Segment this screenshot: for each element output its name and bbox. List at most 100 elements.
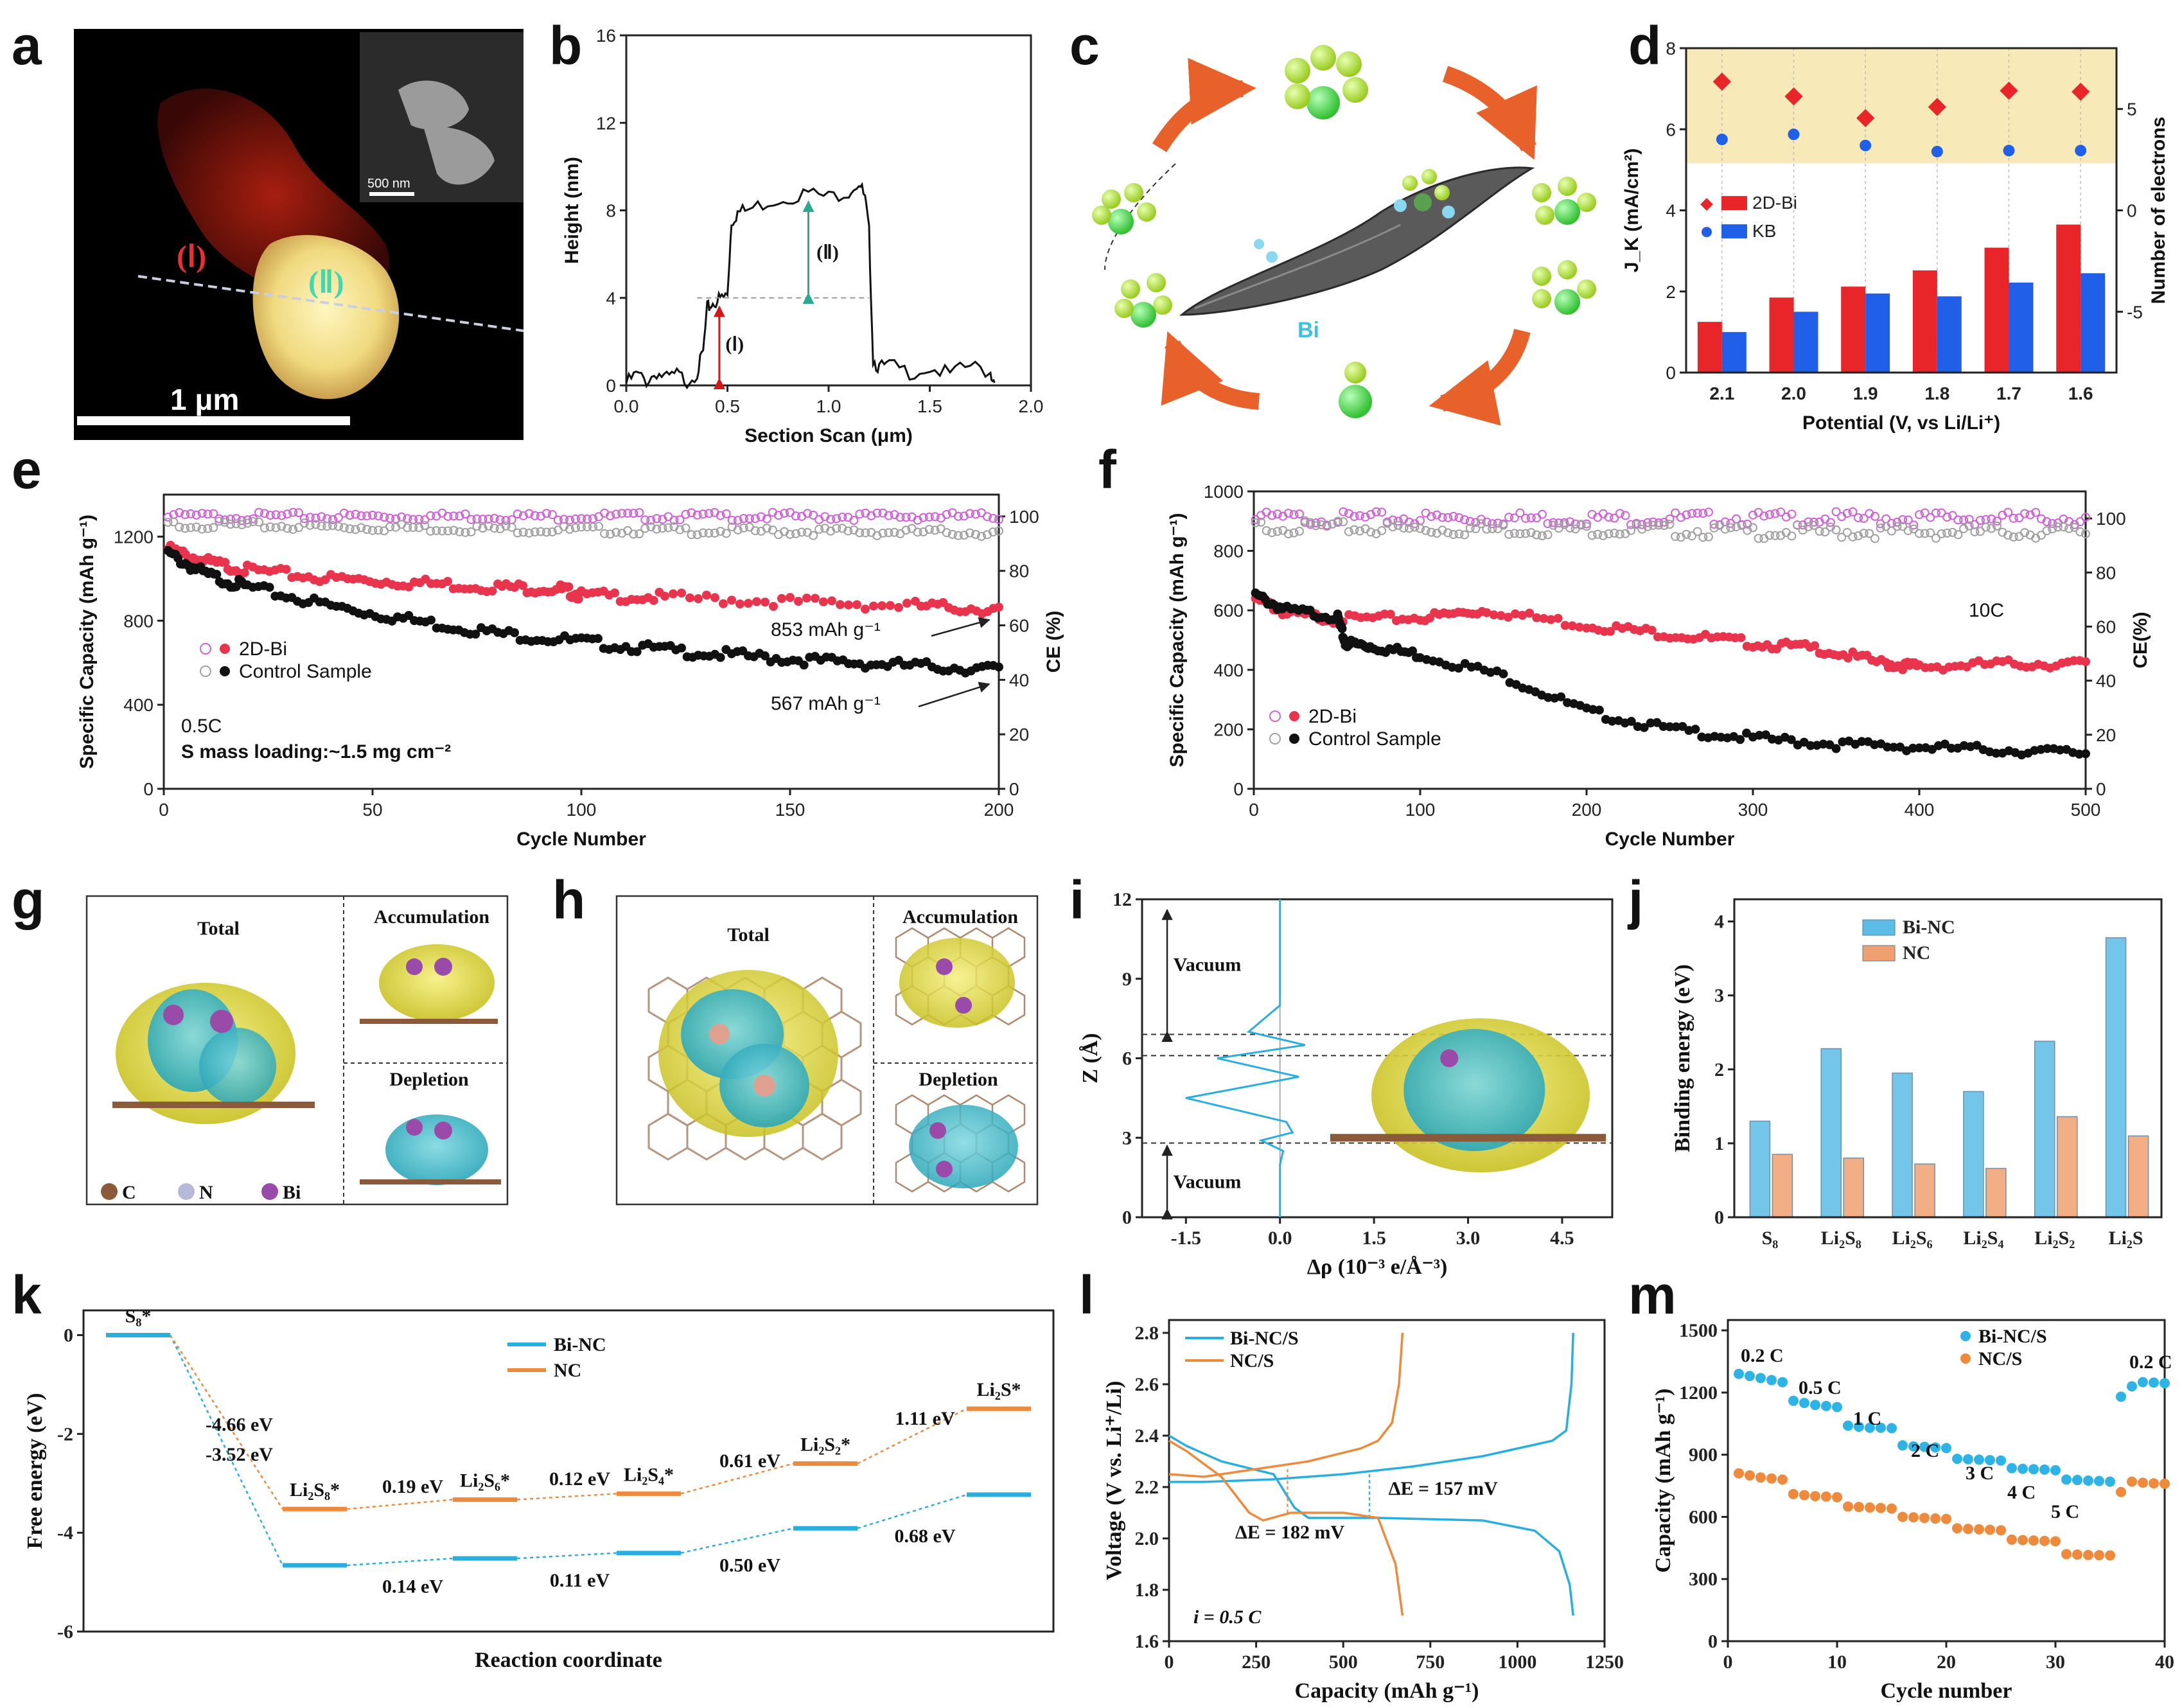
f-point-2d-bi <box>1574 622 1584 632</box>
f-point-control-sample-ce <box>1465 524 1475 533</box>
e-point-2d-bi-ce <box>930 512 940 522</box>
e-point-2d-bi-ce <box>652 514 662 524</box>
e-point-2d-bi-ce <box>449 511 459 521</box>
f-point-control-sample <box>1972 741 1982 750</box>
f-point-2d-bi-ce <box>1642 518 1652 527</box>
f-point-control-sample-ce <box>1865 529 1874 538</box>
e-point-2d-bi-ce <box>209 509 218 518</box>
k-connector-nc <box>857 1407 967 1465</box>
f-point-control-sample-ce <box>1393 520 1403 530</box>
j-bar-bi-nc <box>1749 1120 1771 1218</box>
f-point-control-sample-ce <box>1526 528 1536 538</box>
f-point-2d-bi-ce <box>2003 507 2013 517</box>
e-point-control-sample <box>510 628 519 638</box>
f-point-control-sample-ce <box>1443 528 1453 538</box>
f-point-control-sample-ce <box>1987 524 1996 533</box>
f-point-2d-bi-ce <box>1537 509 1547 519</box>
j-bar-nc <box>2127 1135 2149 1218</box>
e-point-control-sample-ce <box>175 522 184 532</box>
k-state-label: Li₂S₄* <box>624 1464 674 1485</box>
e-point-control-sample-ce <box>687 530 696 540</box>
i-ytick-label: 12 <box>1113 889 1132 910</box>
e-point-control-sample-ce <box>768 525 777 535</box>
j-xtick-label: Li₂S₈ <box>1821 1228 1861 1249</box>
m-point-bi-nc-s <box>2018 1463 2028 1474</box>
f-point-2d-bi-ce <box>1748 510 1757 520</box>
e-ylabel: Specific Capacity (mAh g⁻¹) <box>76 515 98 769</box>
e-point-2d-bi-ce <box>260 509 269 518</box>
e-point-control-sample-ce <box>675 525 685 534</box>
m-point-nc-s <box>1745 1470 1755 1481</box>
f-point-control-sample-ce <box>1709 523 1719 533</box>
e-point-control-sample-ce <box>646 522 656 532</box>
f-point-control-sample <box>1761 730 1770 739</box>
panel-a-afm-image: 500 nm (Ⅰ) (Ⅱ) 1 μm <box>74 29 524 440</box>
f-point-2d-bi-ce <box>1615 509 1624 518</box>
e-point-2d-bi-ce <box>426 511 436 520</box>
d-legend-kb: KB <box>1752 221 1776 241</box>
m-point-nc-s <box>1843 1501 1853 1512</box>
k-axes-frame <box>82 1309 1055 1633</box>
e-point-2d-bi-ce <box>773 511 783 520</box>
e-point-control-sample-ce <box>640 524 650 533</box>
f-point-2d-bi-ce <box>1687 509 1697 518</box>
f-point-control-sample-ce <box>1820 527 1830 537</box>
m-rate-label: 0.5 C <box>1799 1377 1842 1398</box>
l-curve-bi-nc-s-discharge <box>1168 1434 1574 1616</box>
f-point-control-sample-ce <box>1698 533 1708 542</box>
e-point-2d-bi-ce <box>265 511 275 520</box>
f-point-2d-bi-ce <box>1427 512 1436 522</box>
f-xtick-label: 300 <box>1738 800 1768 820</box>
e-point-control-sample-ce <box>930 525 940 535</box>
d-bar-kb <box>1721 331 1746 373</box>
e-legend-control-marker <box>220 666 230 676</box>
panel-label-a: a <box>12 15 42 76</box>
k-legend-bi-nc: Bi-NC <box>554 1334 606 1355</box>
e-point-2d-bi <box>735 599 744 609</box>
m-point-nc-s <box>1963 1524 1973 1535</box>
i-depletion-blob <box>1403 1029 1545 1151</box>
e-point-control-sample-ce <box>994 526 1003 536</box>
f-point-2d-bi-ce <box>1371 507 1381 516</box>
f-point-control-sample-ce <box>2036 531 2046 540</box>
m-point-bi-nc-s <box>1788 1395 1799 1406</box>
f-point-2d-bi-ce <box>1488 519 1497 529</box>
e-point-2d-bi-ce <box>163 513 173 522</box>
e-point-control-sample-ce <box>797 527 807 537</box>
f-point-2d-bi-ce <box>1509 513 1519 523</box>
e-point-control-sample-ce <box>791 529 801 538</box>
f-point-2d-bi-ce <box>1942 513 1952 522</box>
f-point-2d-bi-ce <box>1272 509 1282 519</box>
f-point-2d-bi-ce <box>1454 513 1464 522</box>
e-point-control-sample <box>761 651 770 661</box>
f-point-2d-bi-ce <box>1432 510 1441 520</box>
l-ytick-label: 2.6 <box>1135 1374 1159 1395</box>
d-y2tick-label: 5 <box>2127 100 2137 119</box>
m-xtick-label: 10 <box>1827 1651 1847 1673</box>
cycle-arrow-bottom-left <box>1161 331 1260 410</box>
e-point-2d-bi <box>802 594 811 603</box>
e-point-control-sample-ce <box>814 524 824 534</box>
e-point-control-sample-ce <box>524 528 534 538</box>
f-point-2d-bi-ce <box>1532 513 1542 523</box>
h-accumulation-title: Accumulation <box>902 906 1018 928</box>
bi-nanosheet <box>1179 166 1535 316</box>
e-point-control-sample-ce <box>855 528 865 538</box>
f-point-control-sample-ce <box>1754 534 1763 543</box>
f-point-control-sample <box>1639 723 1649 732</box>
e-point-2d-bi-ce <box>640 515 650 525</box>
f-point-control-sample-ce <box>1421 525 1430 535</box>
e-point-control-sample-ce <box>351 525 360 534</box>
f-point-control-sample-ce <box>1571 524 1580 534</box>
f-y2tick-label: 20 <box>2096 725 2116 745</box>
l-ytick-label: 1.6 <box>1135 1631 1159 1652</box>
f-point-control-sample <box>1499 669 1508 679</box>
j-ytick-label: 4 <box>1714 911 1724 933</box>
m-point-nc-s <box>1887 1503 1897 1514</box>
e-point-control-sample-ce <box>588 522 598 532</box>
m-point-bi-nc-s <box>2160 1378 2170 1389</box>
k-step-label-bi-nc: 0.50 eV <box>719 1554 780 1576</box>
e-ylabel2: CE (%) <box>1043 611 1064 673</box>
e-point-control-sample-ce <box>254 517 264 527</box>
e-point-2d-bi <box>894 603 903 612</box>
